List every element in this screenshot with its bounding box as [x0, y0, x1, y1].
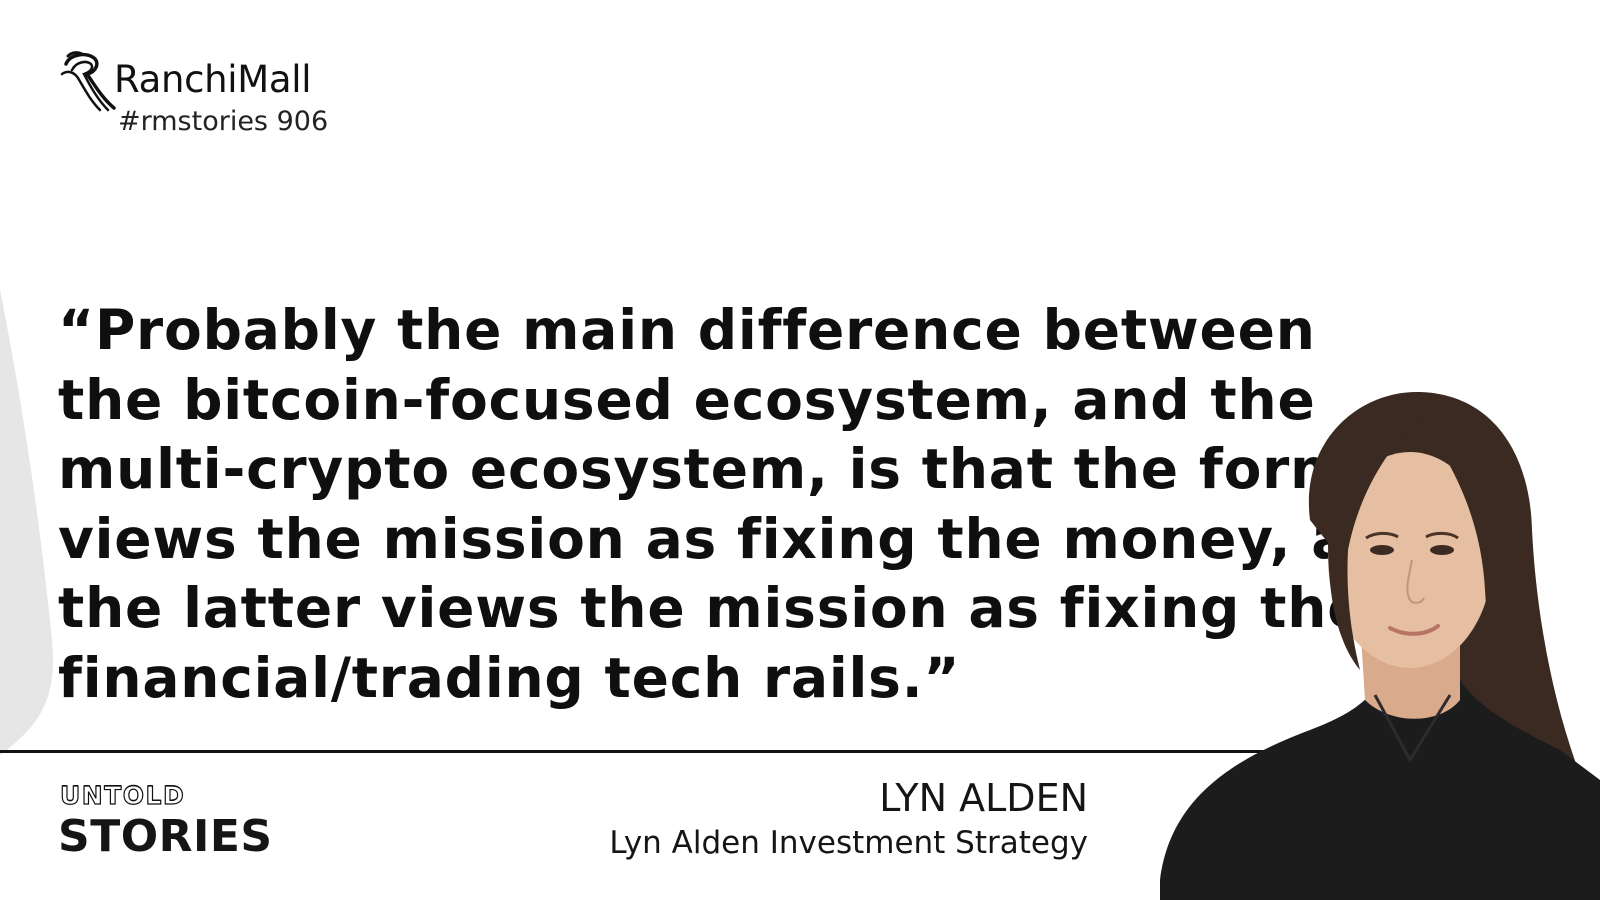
- footer-divider: [0, 750, 1270, 753]
- speaker-organization: Lyn Alden Investment Strategy: [609, 825, 1088, 861]
- series-title-line1: UNTOLD: [59, 781, 186, 810]
- quote-line: the latter views the mission as fixing t…: [58, 576, 1366, 640]
- quote-line: views the mission as fixing the money, a…: [58, 506, 1430, 571]
- story-tag: #rmstories 906: [118, 106, 329, 137]
- series-title-line2: STORIES: [58, 811, 273, 862]
- left-accent-shape: [0, 290, 53, 755]
- brand-logo: RanchiMall #rmstories 906: [60, 48, 360, 143]
- stylized-r-mark-icon: [60, 51, 116, 112]
- brand-name: RanchiMall: [114, 58, 312, 101]
- quote-line: financial/trading tech rails.”: [58, 645, 961, 710]
- speaker-name: LYN ALDEN: [879, 776, 1088, 820]
- quote-line: “Probably the main difference between: [58, 298, 1316, 362]
- quote-line: multi-crypto ecosystem, is that the form…: [58, 437, 1415, 501]
- quote-line: the bitcoin-focused ecosystem, and the: [58, 367, 1316, 432]
- speaker-portrait: [1160, 391, 1600, 900]
- quote-text: “Probably the main difference between th…: [58, 296, 1430, 713]
